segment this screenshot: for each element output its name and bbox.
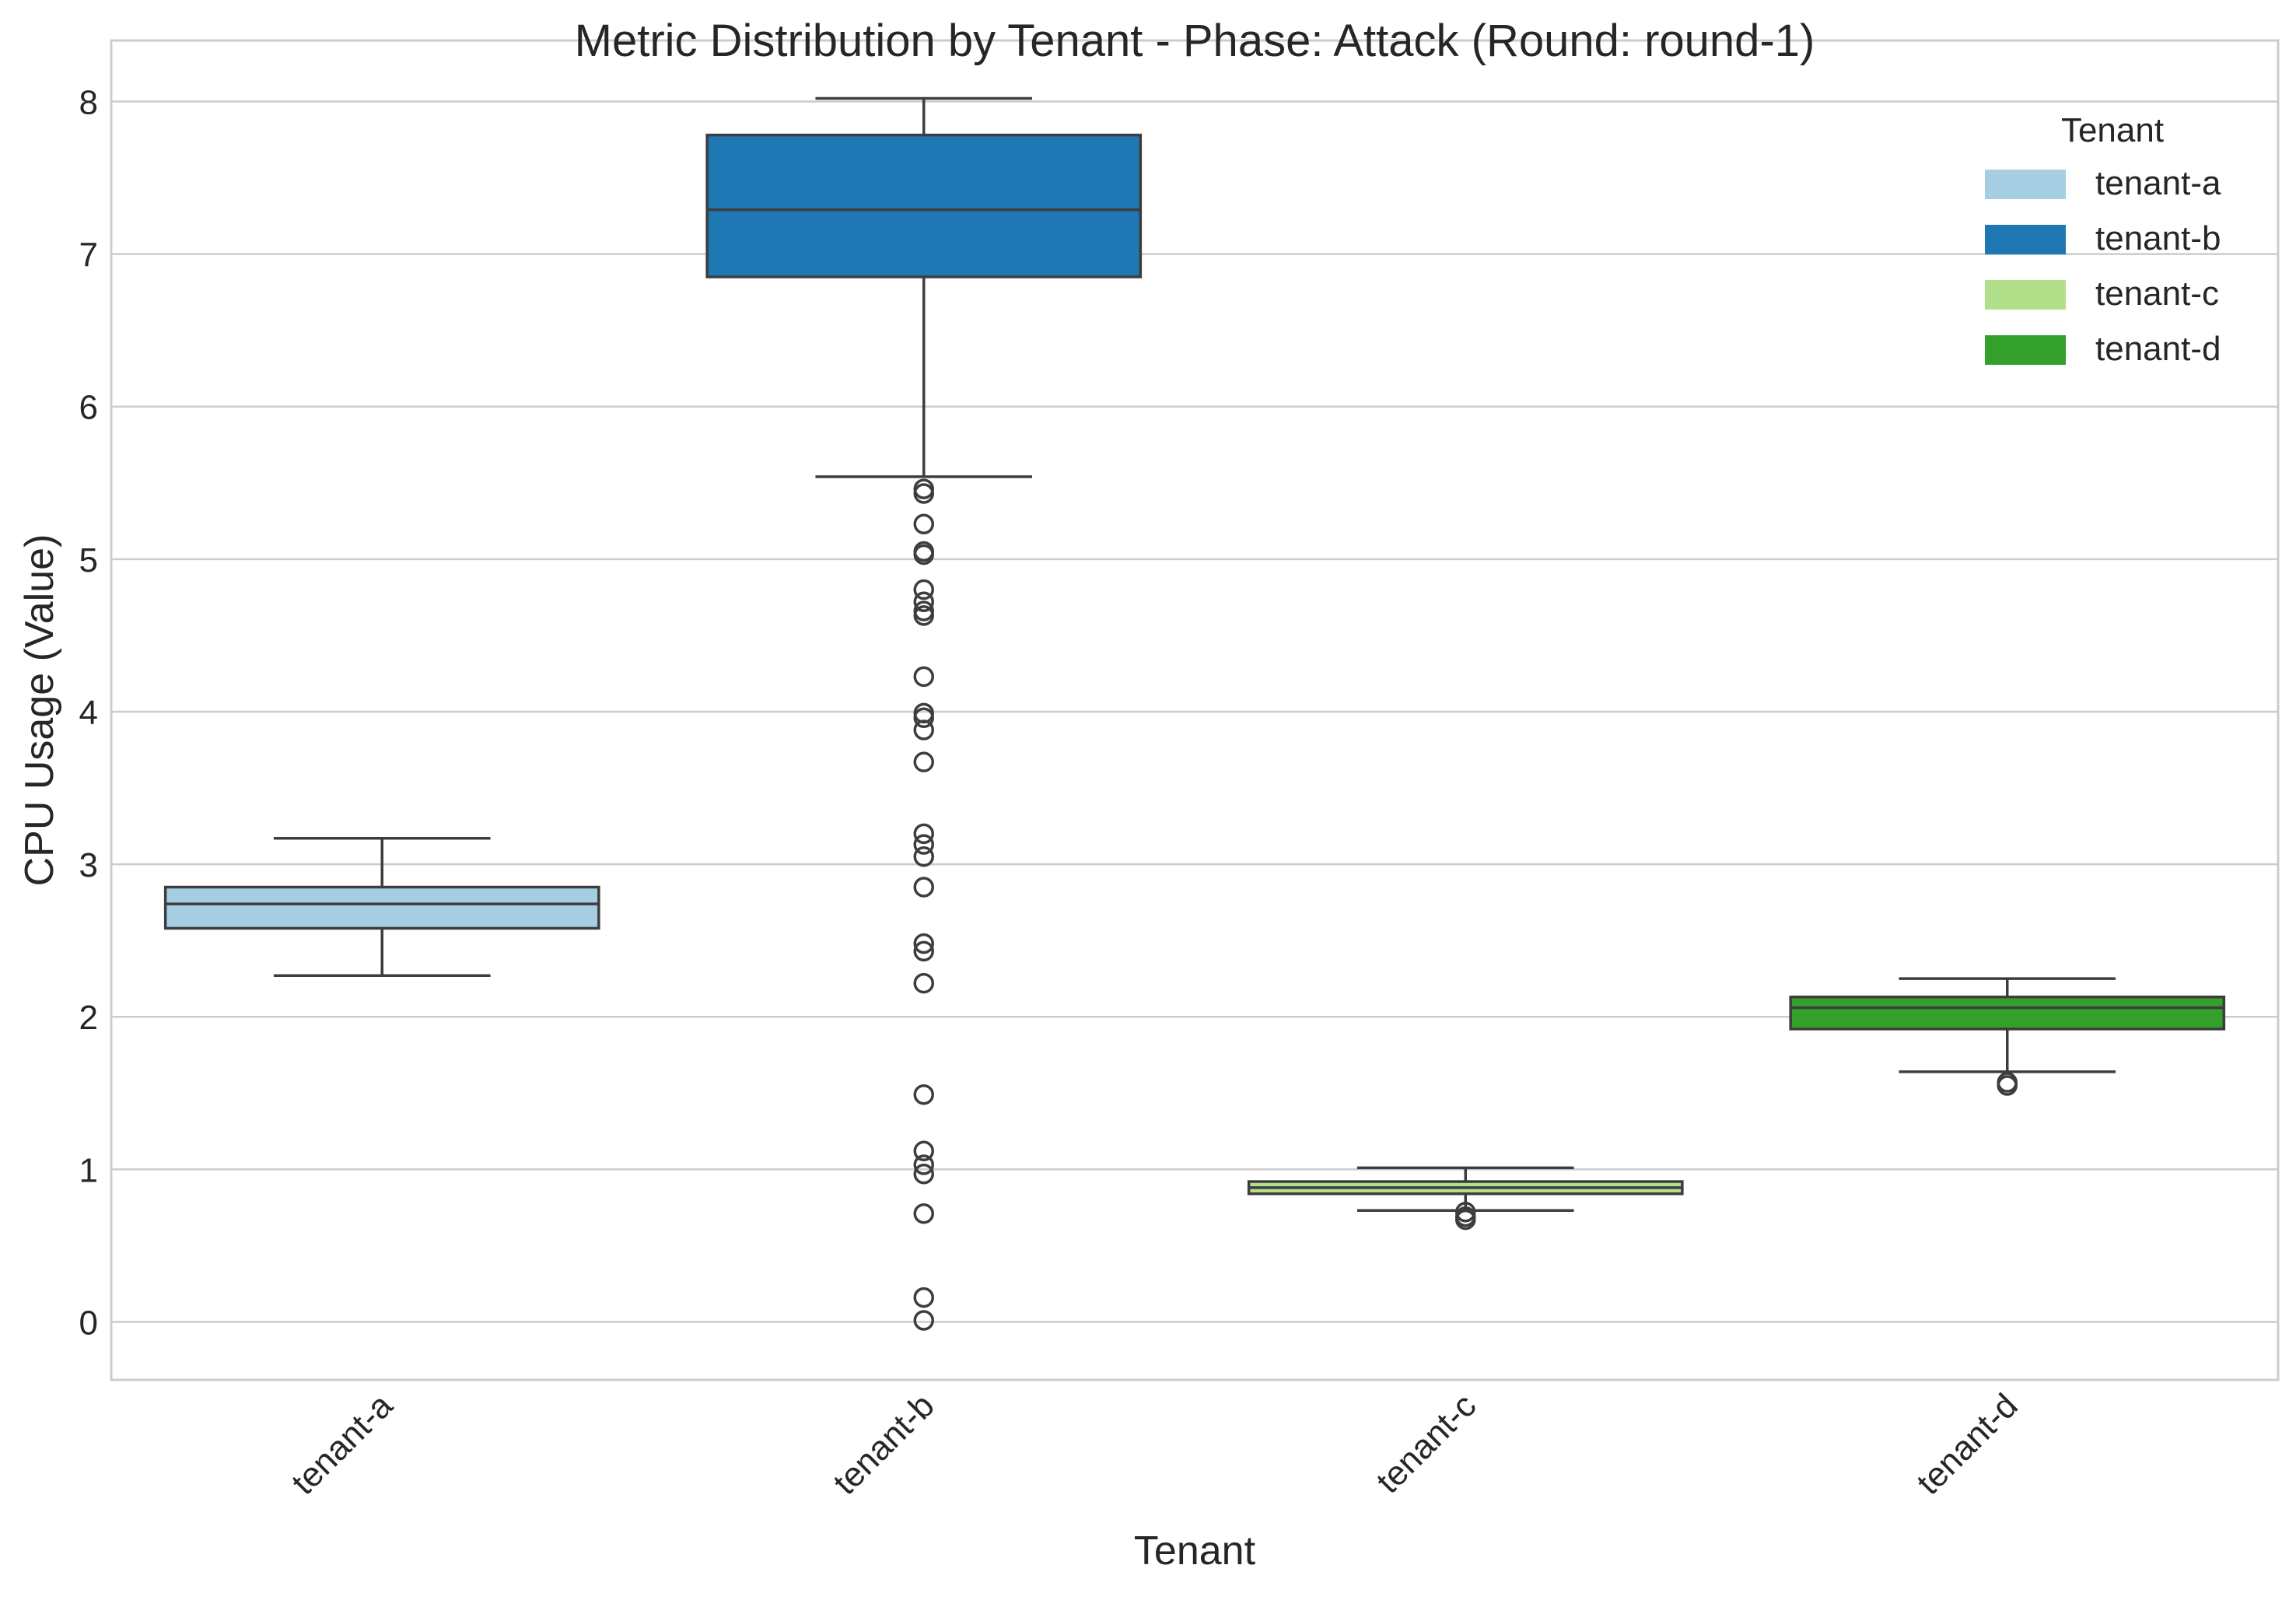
outlier-point xyxy=(1455,1209,1476,1231)
box-tenant-c xyxy=(1247,1166,1684,1213)
outlier-point xyxy=(913,513,934,534)
box-iqr xyxy=(1789,995,2226,1031)
legend-label: tenant-b xyxy=(2095,219,2221,257)
outlier-point xyxy=(913,1287,934,1308)
y-tick-label: 7 xyxy=(79,236,98,275)
outlier-point xyxy=(913,1163,934,1185)
outlier-point xyxy=(913,579,934,600)
outlier-point xyxy=(913,940,934,962)
outlier-point xyxy=(913,877,934,898)
outlier-point xyxy=(913,666,934,688)
outlier-point xyxy=(913,751,934,772)
outlier-point xyxy=(913,1084,934,1105)
outlier-point xyxy=(913,483,934,504)
outlier-point xyxy=(913,1310,934,1331)
box-tenant-a xyxy=(163,836,600,978)
y-axis-label: CPU Usage (Value) xyxy=(17,534,62,887)
outlier-point xyxy=(913,1154,934,1175)
outlier-point xyxy=(913,972,934,994)
outlier-point xyxy=(1997,1075,2018,1096)
y-tick-label: 6 xyxy=(79,389,98,427)
outlier-point xyxy=(913,1140,934,1162)
outlier-point xyxy=(913,544,934,565)
y-tick-label: 1 xyxy=(79,1151,98,1189)
outlier-point xyxy=(913,605,934,626)
legend-swatch-tenant-b xyxy=(1985,225,2066,254)
box-iqr xyxy=(705,133,1143,278)
legend-label: tenant-a xyxy=(2095,164,2221,202)
y-tick-label: 0 xyxy=(79,1304,98,1342)
legend-title: Tenant xyxy=(2061,111,2164,149)
gridlines xyxy=(111,100,2278,1323)
outlier-point xyxy=(913,823,934,845)
outlier-point xyxy=(913,707,934,729)
legend-label: tenant-c xyxy=(2095,275,2219,313)
y-tick-label: 2 xyxy=(79,999,98,1037)
legend-swatch-tenant-c xyxy=(1985,280,2066,310)
box-tenant-d xyxy=(1789,977,2226,1073)
plot-frame xyxy=(110,39,2280,1381)
box-tenant-b xyxy=(705,96,1143,478)
outlier-point xyxy=(913,834,934,855)
x-axis-label: Tenant xyxy=(1134,1528,1256,1574)
y-tick-label: 3 xyxy=(79,846,98,884)
outlier-point xyxy=(913,719,934,740)
outlier-point xyxy=(913,1203,934,1224)
outlier-point xyxy=(913,933,934,954)
y-tick-label: 5 xyxy=(79,541,98,579)
legend-items: tenant-a tenant-b tenant-c tenant-d xyxy=(1985,164,2221,368)
box-iqr xyxy=(163,885,600,930)
chart-title: Metric Distribution by Tenant - Phase: A… xyxy=(575,16,1815,66)
y-tick-label: 4 xyxy=(79,694,98,732)
y-tick-label: 8 xyxy=(79,83,98,121)
legend-label: tenant-d xyxy=(2095,330,2221,368)
outliers xyxy=(913,478,2018,1331)
legend-swatch-tenant-d xyxy=(1985,335,2066,365)
y-axis-ticks: 0 1 2 3 4 5 6 7 8 xyxy=(79,83,98,1342)
outlier-point xyxy=(913,591,934,612)
boxes xyxy=(163,96,2226,1213)
legend: Tenant tenant-a tenant-b tenant-c tenant-d xyxy=(1985,111,2221,368)
outlier-point xyxy=(913,846,934,867)
legend-swatch-tenant-a xyxy=(1985,170,2066,199)
